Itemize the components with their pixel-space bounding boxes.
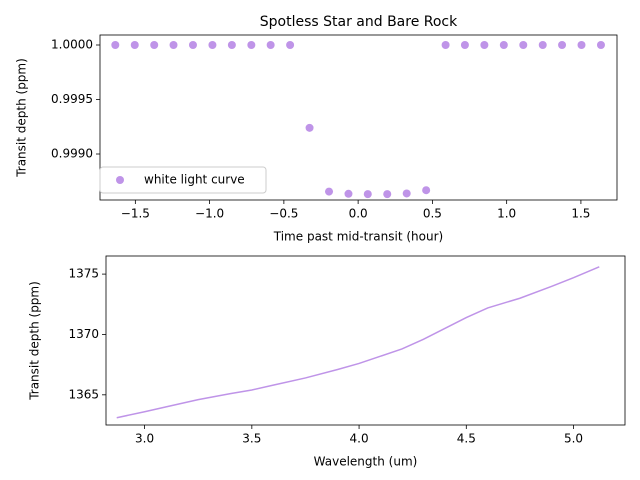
data-point — [596, 40, 605, 49]
data-point — [499, 40, 508, 49]
y-tick-label: 1365 — [68, 387, 99, 401]
x-tick-label: 0.5 — [423, 207, 442, 221]
x-tick-label: 4.5 — [457, 432, 476, 446]
x-tick-label: 4.0 — [350, 432, 369, 446]
data-point — [305, 123, 314, 132]
data-point — [344, 189, 353, 198]
data-point — [558, 40, 567, 49]
data-point — [460, 40, 469, 49]
x-tick-label: −0.5 — [269, 207, 298, 221]
data-point — [208, 40, 217, 49]
data-point — [150, 40, 159, 49]
chart-title: Spotless Star and Bare Rock — [260, 14, 458, 30]
y-axis-label: Transit depth (ppm) — [28, 281, 42, 401]
data-point — [441, 40, 450, 49]
legend-marker — [116, 176, 124, 184]
data-point — [227, 40, 236, 49]
legend-box — [99, 166, 267, 194]
data-point — [480, 40, 489, 49]
x-tick-label: 1.5 — [571, 207, 590, 221]
x-tick-label: −1.5 — [121, 207, 150, 221]
y-tick-label: 1370 — [68, 327, 99, 341]
data-point — [325, 187, 334, 196]
data-point — [577, 40, 586, 49]
data-point — [538, 40, 547, 49]
x-tick-label: 3.0 — [135, 432, 154, 446]
data-point — [111, 40, 120, 49]
y-tick-label: 0.9990 — [51, 147, 93, 161]
y-tick-label: 0.9995 — [51, 92, 93, 106]
data-line — [116, 266, 600, 419]
x-axis-label: Time past mid-transit (hour) — [273, 230, 443, 244]
data-point — [266, 40, 275, 49]
data-point — [130, 40, 139, 49]
data-point — [363, 190, 372, 199]
x-tick-label: 1.0 — [497, 207, 516, 221]
x-tick-label: 5.0 — [564, 432, 583, 446]
y-axis-label: Transit depth (ppm) — [15, 58, 29, 178]
data-point — [519, 40, 528, 49]
data-point — [402, 189, 411, 198]
axes-frame — [99, 34, 618, 201]
x-tick-label: 0.0 — [349, 207, 368, 221]
axes-frame — [105, 255, 626, 426]
y-tick-label: 1375 — [68, 267, 99, 281]
data-point — [169, 40, 178, 49]
y-tick-label: 1.0000 — [51, 37, 93, 51]
data-point — [286, 40, 295, 49]
data-point — [383, 190, 392, 199]
legend-label: white light curve — [144, 173, 245, 187]
x-axis-label: Wavelength (um) — [314, 455, 418, 469]
data-point — [247, 40, 256, 49]
x-tick-label: 3.5 — [242, 432, 261, 446]
data-point — [188, 40, 197, 49]
data-point — [422, 186, 431, 195]
x-tick-label: −1.0 — [195, 207, 224, 221]
